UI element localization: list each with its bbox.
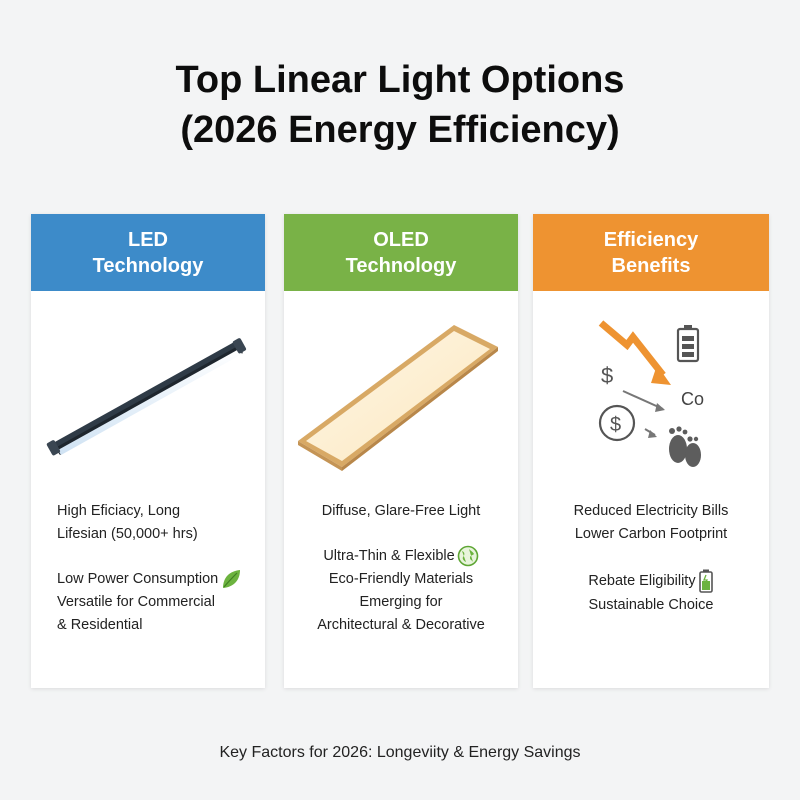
globe-icon bbox=[457, 545, 478, 567]
svg-text:$: $ bbox=[610, 414, 621, 436]
savings-diagram-illustration: $ Co $ bbox=[533, 291, 769, 491]
page-title: Top Linear Light Options (2026 Energy Ef… bbox=[0, 55, 800, 155]
led-line-4: Versatile for Commercial bbox=[57, 594, 215, 610]
leaf-icon bbox=[223, 570, 241, 589]
footer-caption: Key Factors for 2026: Longeviity & Energ… bbox=[219, 744, 581, 761]
title-line-1: Top Linear Light Options bbox=[175, 59, 625, 101]
oled-line-1: Diffuse, Glare-Free Light bbox=[321, 503, 481, 519]
oled-line-2-wrap: Ultra-Thin & Flexible bbox=[284, 545, 518, 568]
battery-icon bbox=[698, 569, 713, 593]
oled-panel-illustration bbox=[284, 291, 518, 491]
efficiency-header-line-1: Efficiency bbox=[603, 228, 699, 251]
oled-header-line-1: OLED bbox=[373, 228, 429, 251]
led-technology-card: LED Technology High Eficiacy, Long Lifes… bbox=[31, 214, 265, 688]
led-line-2: Lifesian (50,000+ hrs) bbox=[57, 526, 198, 542]
efficiency-card-header: Efficiency Benefits bbox=[533, 214, 769, 291]
led-header-line-1: LED bbox=[128, 228, 168, 251]
title-line-2: (2026 Energy Efficiency) bbox=[180, 109, 620, 151]
led-line-1: High Eficiacy, Long bbox=[57, 503, 181, 519]
efficiency-line-2: Lower Carbon Footprint bbox=[574, 526, 728, 542]
efficiency-benefits-card: Efficiency Benefits $ Co $ bbox=[533, 214, 769, 688]
led-line-3: Low Power Consumption bbox=[57, 571, 219, 587]
efficiency-line-1: Reduced Electricity Bills bbox=[573, 503, 729, 519]
oled-line-2: Ultra-Thin & Flexible bbox=[323, 548, 455, 564]
oled-description: Diffuse, Glare-Free Light Ultra-Thin & F… bbox=[284, 500, 518, 637]
co-label: Co bbox=[681, 389, 704, 409]
efficiency-description: Reduced Electricity Bills Lower Carbon F… bbox=[533, 500, 769, 617]
led-description: High Eficiacy, Long Lifesian (50,000+ hr… bbox=[31, 500, 265, 637]
dollar-label: $ bbox=[601, 363, 613, 388]
oled-technology-card: OLED Technology Diffuse, Glare-Free Ligh… bbox=[284, 214, 518, 688]
efficiency-line-3: Rebate Eligibility bbox=[588, 572, 696, 589]
oled-header-line-2: Technology bbox=[345, 254, 457, 277]
led-header-line-2: Technology bbox=[92, 254, 204, 277]
led-line-3-wrap: Low Power Consumption bbox=[31, 568, 265, 591]
led-line-5: & Residential bbox=[57, 617, 143, 633]
efficiency-header-line-2: Benefits bbox=[611, 254, 691, 277]
led-tube-illustration bbox=[31, 291, 265, 491]
oled-line-5: Architectural & Decorative bbox=[317, 617, 485, 633]
efficiency-line-4: Sustainable Choice bbox=[588, 597, 714, 613]
oled-line-3: Eco-Friendly Materials bbox=[328, 571, 474, 587]
oled-line-4: Emerging for bbox=[359, 594, 443, 610]
efficiency-line-3-wrap: Rebate Eligibility bbox=[533, 568, 769, 594]
led-card-header: LED Technology bbox=[31, 214, 265, 291]
oled-card-header: OLED Technology bbox=[284, 214, 518, 291]
